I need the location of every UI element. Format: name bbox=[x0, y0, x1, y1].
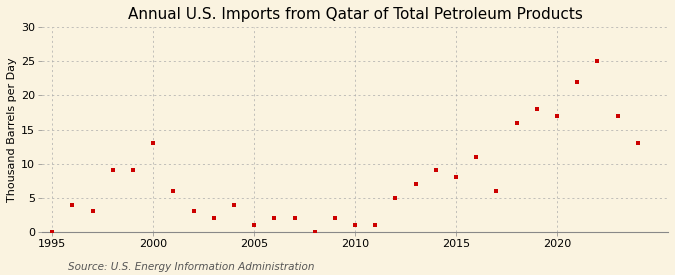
Point bbox=[551, 114, 562, 118]
Point bbox=[148, 141, 159, 145]
Point bbox=[390, 196, 401, 200]
Point bbox=[491, 189, 502, 193]
Point bbox=[572, 80, 583, 84]
Point bbox=[451, 175, 462, 180]
Point bbox=[269, 216, 279, 221]
Point bbox=[531, 107, 542, 111]
Y-axis label: Thousand Barrels per Day: Thousand Barrels per Day bbox=[7, 57, 17, 202]
Point bbox=[188, 209, 199, 214]
Point bbox=[229, 202, 240, 207]
Point bbox=[67, 202, 78, 207]
Title: Annual U.S. Imports from Qatar of Total Petroleum Products: Annual U.S. Imports from Qatar of Total … bbox=[128, 7, 583, 22]
Point bbox=[107, 168, 118, 173]
Point bbox=[87, 209, 98, 214]
Point bbox=[47, 230, 57, 234]
Point bbox=[350, 223, 360, 227]
Point bbox=[168, 189, 179, 193]
Point bbox=[249, 223, 260, 227]
Point bbox=[128, 168, 138, 173]
Point bbox=[632, 141, 643, 145]
Point bbox=[431, 168, 441, 173]
Point bbox=[612, 114, 623, 118]
Point bbox=[370, 223, 381, 227]
Point bbox=[592, 59, 603, 64]
Point bbox=[471, 155, 482, 159]
Text: Source: U.S. Energy Information Administration: Source: U.S. Energy Information Administ… bbox=[68, 262, 314, 272]
Point bbox=[410, 182, 421, 186]
Point bbox=[511, 120, 522, 125]
Point bbox=[309, 230, 320, 234]
Point bbox=[209, 216, 219, 221]
Point bbox=[329, 216, 340, 221]
Point bbox=[289, 216, 300, 221]
